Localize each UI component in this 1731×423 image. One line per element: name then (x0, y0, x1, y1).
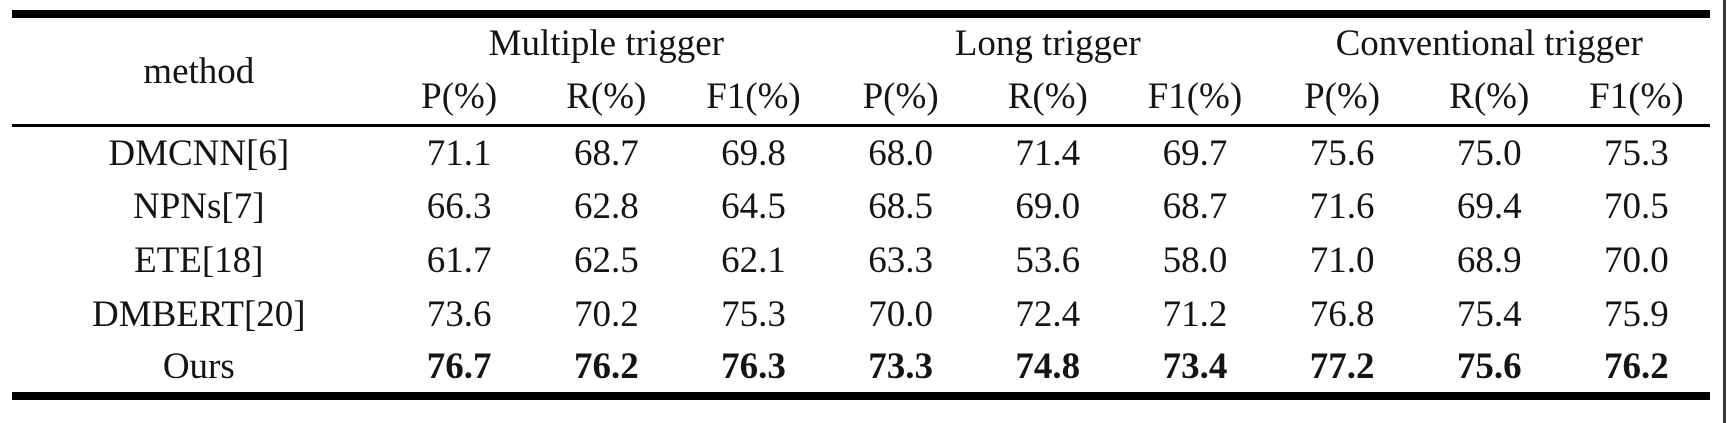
method-cell: NPNs[7] (133, 186, 265, 227)
metric-cell: 62.5 (573, 240, 639, 281)
metric-cell: 75.0 (1456, 132, 1522, 174)
metric-cell: 71.4 (1015, 132, 1081, 174)
method-cell: Ours (162, 346, 235, 387)
page-column-divider (1723, 0, 1726, 423)
metric-cell: 69.0 (1015, 186, 1081, 227)
metric-cell: 76.8 (1309, 294, 1375, 335)
metric-cell: 74.8 (1015, 346, 1081, 387)
col-header-r: R(%) (1415, 68, 1563, 127)
metric-cell: 62.8 (573, 186, 639, 227)
metric-cell: 76.7 (426, 346, 492, 387)
method-column-header: method (12, 14, 386, 127)
col-header-f1: F1(%) (1562, 68, 1710, 127)
metric-cell: 70.0 (868, 294, 933, 335)
metric-cell: 72.4 (1015, 294, 1081, 335)
metric-cell: 61.7 (426, 240, 492, 281)
metric-cell: 71.6 (1309, 186, 1375, 227)
metric-cell: 69.7 (1162, 132, 1228, 174)
metric-cell: 68.0 (868, 132, 933, 174)
metric-cell: 69.8 (721, 132, 786, 174)
metric-cell: 73.6 (426, 294, 492, 335)
metric-cell: 73.4 (1162, 346, 1228, 387)
col-header-p: P(%) (1268, 68, 1416, 127)
metric-cell: 68.7 (573, 132, 639, 174)
metric-cell: 76.3 (721, 346, 786, 387)
metric-cell: 69.4 (1456, 186, 1522, 227)
metric-cell: 76.2 (573, 346, 639, 387)
col-header-p: P(%) (385, 68, 533, 127)
col-header-f1: F1(%) (1121, 68, 1269, 127)
metric-cell: 75.4 (1456, 294, 1522, 335)
table-row: DMBERT[20] 73.6 70.2 75.3 70.0 72.4 71.2… (12, 288, 1710, 342)
metric-cell: 75.6 (1309, 132, 1375, 174)
table-row-ours: Ours 76.7 76.2 76.3 73.3 74.8 73.4 77.2 … (12, 342, 1710, 396)
metric-cell: 53.6 (1015, 240, 1081, 281)
metric-cell: 71.0 (1309, 240, 1375, 281)
metric-header-row: P(%) R(%) F1(%) P(%) R(%) F1(%) P(%) R(%… (12, 68, 1710, 127)
col-header-r: R(%) (532, 68, 680, 127)
metric-cell: 58.0 (1162, 240, 1228, 281)
metric-cell: 68.7 (1162, 186, 1228, 227)
metric-cell: 70.2 (573, 294, 639, 335)
metric-cell: 73.3 (868, 346, 933, 387)
metric-cell: 63.3 (868, 240, 933, 281)
metric-cell: 68.9 (1456, 240, 1522, 281)
metric-cell: 70.0 (1604, 240, 1669, 281)
metric-cell: 70.5 (1604, 186, 1669, 227)
metric-cell: 62.1 (721, 240, 786, 281)
group-header-row: method Multiple trigger Long trigger Con… (12, 14, 1710, 127)
table-row: ETE[18] 61.7 62.5 62.1 63.3 53.6 58.0 71… (12, 234, 1710, 288)
metric-cell: 75.3 (1604, 132, 1669, 174)
metric-cell: 68.5 (868, 186, 933, 227)
col-header-p: P(%) (827, 68, 975, 127)
metric-cell: 71.1 (426, 132, 492, 174)
metric-cell: 75.6 (1456, 346, 1522, 387)
metric-cell: 64.5 (721, 186, 786, 227)
group-header-multiple-trigger: Multiple trigger (488, 22, 724, 64)
method-cell: DMCNN[6] (108, 132, 290, 174)
metric-cell: 66.3 (426, 186, 492, 227)
metric-cell: 75.9 (1604, 294, 1669, 335)
metric-cell: 76.2 (1604, 346, 1669, 387)
metric-cell: 75.3 (721, 294, 786, 335)
group-header-conventional-trigger: Conventional trigger (1335, 22, 1643, 64)
table-row: DMCNN[6] 71.1 68.7 69.8 68.0 71.4 69.7 7… (12, 126, 1710, 180)
col-header-r: R(%) (974, 68, 1122, 127)
method-cell: ETE[18] (134, 240, 264, 281)
col-header-f1: F1(%) (679, 68, 828, 127)
metric-cell: 77.2 (1309, 346, 1375, 387)
results-table: method Multiple trigger Long trigger Con… (12, 10, 1710, 400)
group-header-long-trigger: Long trigger (954, 22, 1141, 64)
method-cell: DMBERT[20] (91, 294, 306, 335)
table-row: NPNs[7] 66.3 62.8 64.5 68.5 69.0 68.7 71… (12, 180, 1710, 234)
metric-cell: 71.2 (1162, 294, 1228, 335)
